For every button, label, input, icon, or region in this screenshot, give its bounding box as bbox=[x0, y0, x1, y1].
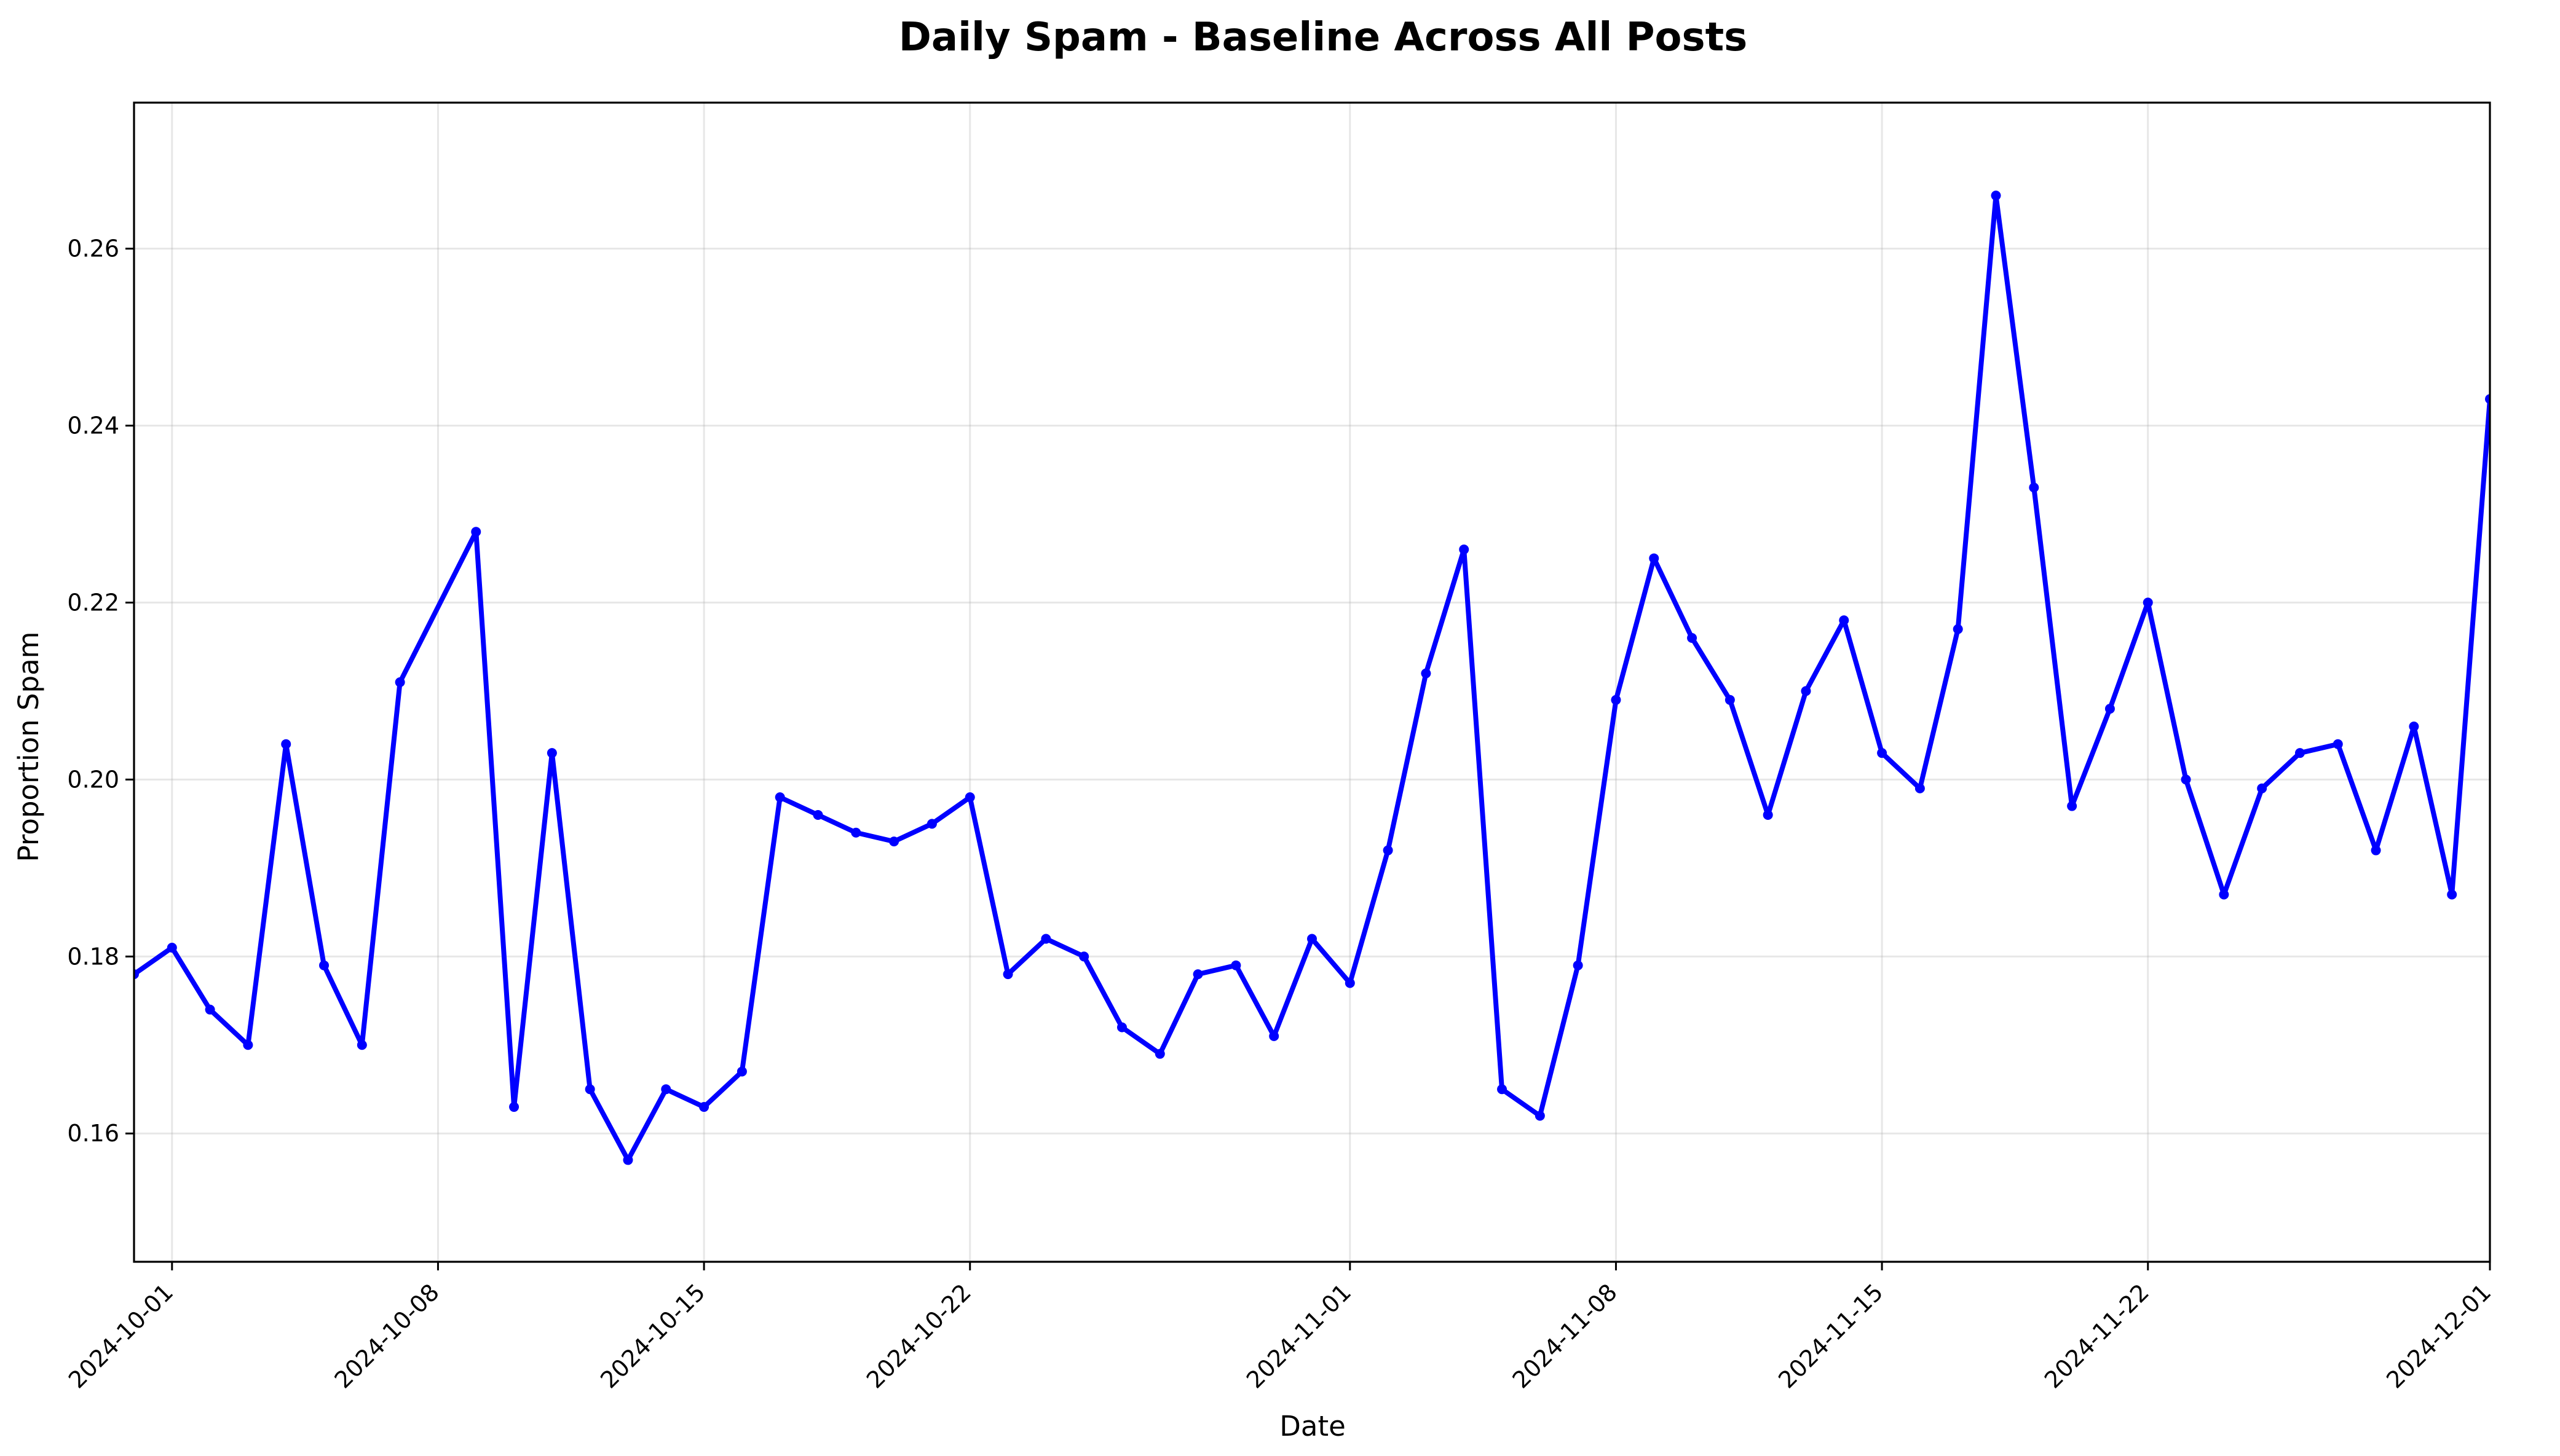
data-point bbox=[1079, 951, 1089, 962]
data-point bbox=[2447, 889, 2457, 900]
data-point bbox=[205, 1004, 215, 1015]
data-point bbox=[2219, 889, 2229, 900]
data-point bbox=[1307, 934, 1317, 944]
data-point bbox=[1155, 1049, 1165, 1059]
data-point bbox=[1003, 969, 1013, 980]
data-point bbox=[1573, 960, 1583, 970]
data-point bbox=[2485, 394, 2490, 404]
data-point bbox=[1497, 1084, 1507, 1095]
y-tick-label: 0.18 bbox=[67, 943, 119, 970]
data-point bbox=[1611, 695, 1621, 705]
y-tick-label: 0.24 bbox=[67, 412, 119, 439]
data-point bbox=[2409, 721, 2419, 731]
data-point bbox=[2257, 783, 2267, 793]
data-point bbox=[471, 527, 481, 537]
y-axis-label: Proportion Spam bbox=[12, 631, 45, 862]
data-point bbox=[547, 748, 557, 758]
data-point bbox=[775, 792, 785, 803]
data-point bbox=[509, 1102, 520, 1112]
data-point bbox=[889, 836, 899, 847]
data-point bbox=[2371, 845, 2381, 856]
data-point bbox=[1839, 615, 1849, 626]
data-point bbox=[623, 1155, 633, 1165]
data-point bbox=[585, 1084, 595, 1095]
y-tick-label: 0.22 bbox=[67, 589, 119, 616]
data-point bbox=[926, 819, 937, 829]
data-series bbox=[134, 191, 2490, 1165]
data-point bbox=[1763, 809, 1773, 820]
data-point bbox=[1345, 978, 1355, 988]
data-point bbox=[281, 739, 291, 749]
data-point bbox=[1041, 934, 1051, 944]
data-point bbox=[243, 1040, 253, 1050]
y-tick-label: 0.26 bbox=[67, 235, 119, 262]
data-point bbox=[1421, 668, 1431, 679]
series-group bbox=[134, 191, 2490, 1165]
data-point bbox=[1383, 845, 1393, 856]
data-point bbox=[661, 1084, 671, 1095]
data-point bbox=[1269, 1031, 1279, 1041]
y-tick-label: 0.16 bbox=[67, 1120, 119, 1147]
data-point bbox=[1801, 686, 1811, 696]
data-point bbox=[2104, 704, 2115, 714]
data-point bbox=[1687, 633, 1697, 643]
data-point bbox=[737, 1066, 747, 1077]
data-point bbox=[357, 1040, 367, 1050]
data-point bbox=[1193, 969, 1203, 980]
data-point bbox=[2067, 801, 2077, 811]
data-point bbox=[1914, 783, 1925, 793]
data-point bbox=[851, 827, 861, 838]
data-point bbox=[813, 809, 823, 820]
data-point bbox=[1459, 545, 1469, 555]
data-point bbox=[1535, 1111, 1545, 1121]
chart-title: Daily Spam - Baseline Across All Posts bbox=[899, 15, 1748, 60]
data-point bbox=[2029, 482, 2039, 493]
data-point bbox=[319, 960, 330, 970]
data-point bbox=[1991, 191, 2001, 201]
plot-frame bbox=[133, 101, 2491, 1263]
data-point bbox=[134, 969, 139, 980]
data-point bbox=[1116, 1022, 1127, 1033]
data-point bbox=[2294, 748, 2305, 758]
y-tick-label: 0.20 bbox=[67, 766, 119, 793]
data-point bbox=[699, 1102, 709, 1112]
x-axis-label: Date bbox=[1279, 1410, 1346, 1442]
data-point bbox=[1724, 695, 1735, 705]
data-point bbox=[1877, 748, 1887, 758]
data-point bbox=[1231, 960, 1241, 970]
series-line bbox=[134, 193, 2490, 1163]
data-point bbox=[2181, 774, 2191, 785]
data-point bbox=[167, 942, 177, 953]
data-point bbox=[1649, 553, 1659, 564]
data-point bbox=[2143, 597, 2153, 608]
data-point bbox=[1953, 624, 1963, 634]
data-point bbox=[2333, 739, 2343, 749]
data-point bbox=[395, 677, 405, 687]
data-point bbox=[965, 792, 975, 803]
